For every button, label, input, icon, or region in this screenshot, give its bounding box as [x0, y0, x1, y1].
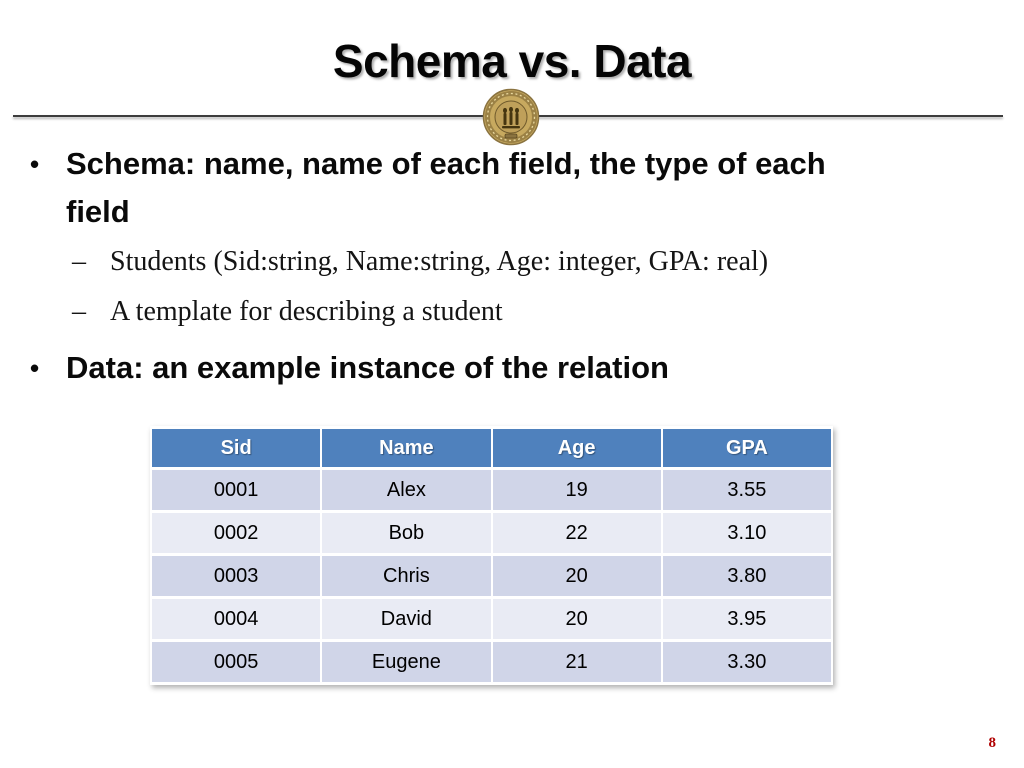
sub-bullet-template: – A template for describing a student: [72, 294, 503, 330]
cell-sid: 0001: [152, 470, 321, 510]
cell-age: 21: [492, 642, 661, 682]
bullet-schema-line1: Schema: name, name of each field, the ty…: [66, 146, 826, 181]
bullet-schema-text: Schema: name, name of each field, the ty…: [66, 140, 826, 236]
page-number: 8: [988, 735, 997, 751]
bullet-data: • Data: an example instance of the relat…: [28, 344, 669, 392]
cell-gpa: 3.55: [662, 470, 831, 510]
dash-icon: –: [72, 246, 86, 277]
bullet-schema: • Schema: name, name of each field, the …: [28, 140, 826, 236]
bullet-dot-icon: •: [30, 353, 40, 383]
sub-bullet-students: – Students (Sid:string, Name:string, Age…: [72, 244, 768, 280]
cell-name: Bob: [322, 513, 491, 553]
table-row: 0005 Eugene 21 3.30: [152, 642, 831, 682]
cell-name: David: [322, 599, 491, 639]
cell-name: Chris: [322, 556, 491, 596]
cell-gpa: 3.10: [662, 513, 831, 553]
column-header-sid: Sid: [152, 429, 321, 467]
column-header-name: Name: [322, 429, 491, 467]
bullet-dot-icon: •: [30, 149, 40, 179]
cell-age: 20: [492, 599, 661, 639]
cell-age: 20: [492, 556, 661, 596]
column-header-age: Age: [492, 429, 661, 467]
sub-bullet-students-text: Students (Sid:string, Name:string, Age: …: [110, 246, 769, 277]
cell-sid: 0003: [152, 556, 321, 596]
cell-age: 22: [492, 513, 661, 553]
students-table: Sid Name Age GPA 0001 Alex 19 3.55 0002 …: [150, 426, 833, 685]
table-row: 0003 Chris 20 3.80: [152, 556, 831, 596]
slide-title: Schema vs. Data: [332, 35, 692, 87]
cell-gpa: 3.30: [662, 642, 831, 682]
university-seal-icon: [482, 88, 540, 146]
cell-gpa: 3.80: [662, 556, 831, 596]
cell-name: Eugene: [322, 642, 491, 682]
table-row: 0002 Bob 22 3.10: [152, 513, 831, 553]
sub-bullet-template-text: A template for describing a student: [110, 296, 503, 327]
table-row: 0001 Alex 19 3.55: [152, 470, 831, 510]
cell-sid: 0004: [152, 599, 321, 639]
cell-age: 19: [492, 470, 661, 510]
column-header-gpa: GPA: [662, 429, 831, 467]
cell-sid: 0005: [152, 642, 321, 682]
bullet-schema-line2: field: [66, 194, 130, 229]
cell-gpa: 3.95: [662, 599, 831, 639]
dash-icon: –: [72, 296, 86, 327]
table-row: 0004 David 20 3.95: [152, 599, 831, 639]
cell-name: Alex: [322, 470, 491, 510]
bullet-data-text: Data: an example instance of the relatio…: [66, 350, 669, 385]
table-header-row: Sid Name Age GPA: [152, 429, 831, 467]
cell-sid: 0002: [152, 513, 321, 553]
